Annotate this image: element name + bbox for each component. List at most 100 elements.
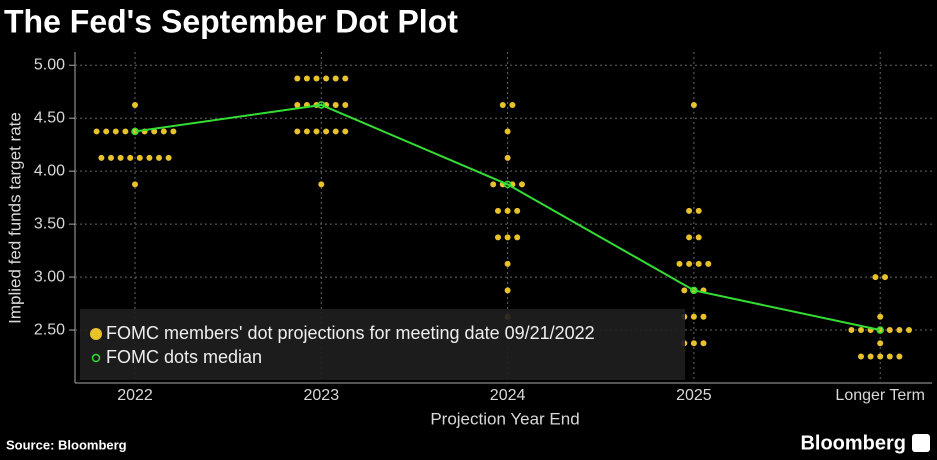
dot [132,101,138,108]
dot [872,274,879,281]
brand-icon [912,434,930,452]
dot [332,75,339,82]
dot [896,327,903,334]
dot [117,154,124,161]
x-tick-label: Longer Term [835,387,925,404]
dot [323,75,330,82]
chart-title: The Fed's September Dot Plot [4,3,458,39]
dot [882,274,888,281]
y-tick-label: 4.50 [34,109,65,126]
source: Source: Bloomberg [6,437,127,452]
dot [303,75,310,82]
y-tick-label: 4.00 [34,162,65,179]
dot [127,154,134,161]
median-point [317,101,326,109]
dot [103,128,110,135]
dot [151,128,158,135]
dot [504,154,511,161]
y-tick-label: 3.00 [34,268,65,285]
dot [690,313,697,320]
dot [504,128,511,135]
dot [318,181,325,188]
dot [886,327,893,334]
dot [681,287,688,294]
median-point [131,127,139,136]
dot [112,128,119,135]
dot [313,75,320,82]
dot [132,181,138,188]
median-line [134,103,881,332]
dot [490,181,497,188]
y-tick-label: 3.50 [34,215,65,232]
dot [332,101,339,108]
x-tick-label: 2024 [490,387,526,404]
dot [122,128,129,135]
legend-label: FOMC dots median [106,347,262,367]
dot [303,128,310,135]
dot [858,353,864,360]
dot [342,128,349,135]
dot [342,75,349,82]
dot [676,260,683,267]
dot [906,327,912,334]
dot [867,353,874,360]
dot [514,234,521,241]
y-axis-label: Implied fed funds target rate [5,112,24,324]
dot [848,327,855,334]
dot [160,128,167,135]
brand: Bloomberg [800,432,906,454]
dot [690,101,697,108]
dot [686,234,693,241]
dot [342,101,349,108]
dot [695,234,702,241]
dot [294,75,301,82]
dot [877,353,884,360]
dot [332,128,339,135]
dot [156,154,162,161]
dot [504,234,511,241]
dot [896,353,903,360]
dot [165,154,172,161]
dot [514,207,521,214]
x-axis-label: Projection Year End [430,409,579,428]
dot [93,128,100,135]
dot [313,128,320,135]
median-point [503,180,512,189]
dot [690,340,697,347]
dot [519,181,525,188]
dot [146,154,153,161]
dot [700,313,707,320]
legend-marker [91,353,101,363]
dot [886,353,893,360]
dot [499,101,506,108]
legend-box [80,309,685,380]
dot [504,207,511,214]
dot [700,340,707,347]
median-point [876,326,884,334]
dot [509,101,516,108]
dot [323,128,330,135]
legend-marker [90,328,102,340]
dot [877,313,884,320]
dot [695,207,702,214]
x-tick-label: 2025 [676,387,712,404]
dot [495,207,501,214]
dot [877,340,884,347]
x-tick-label: 2023 [304,387,340,404]
dot [858,327,864,334]
y-tick-label: 2.50 [34,321,65,338]
x-tick-label: 2022 [117,387,153,404]
dot [98,154,105,161]
dot [705,260,712,267]
median-point [690,286,698,295]
dot [495,234,501,241]
dot [294,101,301,108]
dot [108,154,114,161]
dot [686,260,693,267]
dot [294,128,301,135]
dot [695,260,702,267]
dot [504,260,511,267]
legend-label: FOMC members' dot projections for meetin… [106,323,595,343]
y-tick-label: 5.00 [34,56,65,73]
